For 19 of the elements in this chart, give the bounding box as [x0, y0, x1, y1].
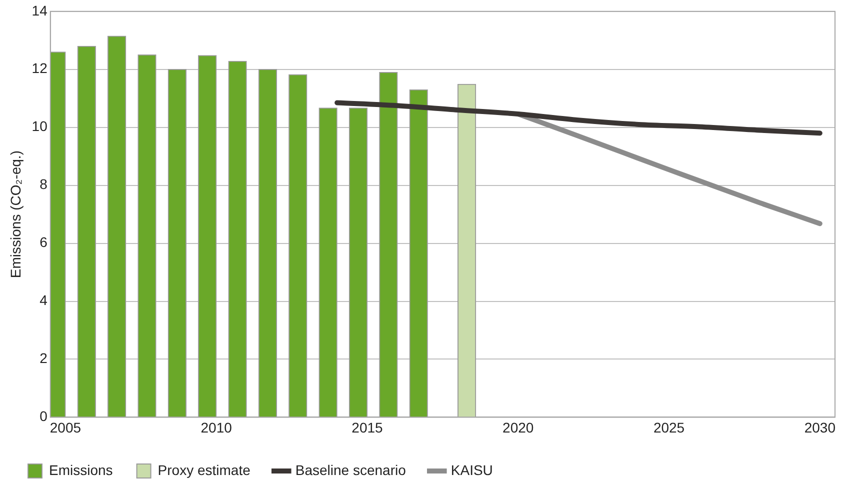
legend-label: Baseline scenario — [295, 462, 406, 478]
legend-label: Proxy estimate — [158, 462, 251, 478]
y-tick-label: 14 — [32, 2, 48, 18]
y-tick-label: 4 — [40, 292, 48, 308]
x-tick-label: 2015 — [352, 419, 384, 436]
x-tick-label: 2020 — [502, 419, 534, 436]
x-tick-label: 2025 — [653, 419, 685, 436]
y-tick-label: 12 — [32, 60, 48, 76]
y-tick-label: 10 — [32, 118, 48, 134]
y-axis-title: Emissions (CO₂-eq.) — [7, 150, 24, 278]
x-tick-label: 2005 — [50, 419, 82, 436]
x-tick-label: 2010 — [200, 419, 232, 436]
y-tick-label: 2 — [40, 350, 48, 366]
legend-label: Emissions — [49, 462, 113, 478]
y-tick-label: 0 — [40, 408, 48, 424]
y-tick-label: 6 — [40, 234, 48, 250]
x-tick-label: 2030 — [804, 419, 836, 436]
y-tick-label: 8 — [40, 176, 48, 192]
legend-label: KAISU — [450, 462, 493, 478]
